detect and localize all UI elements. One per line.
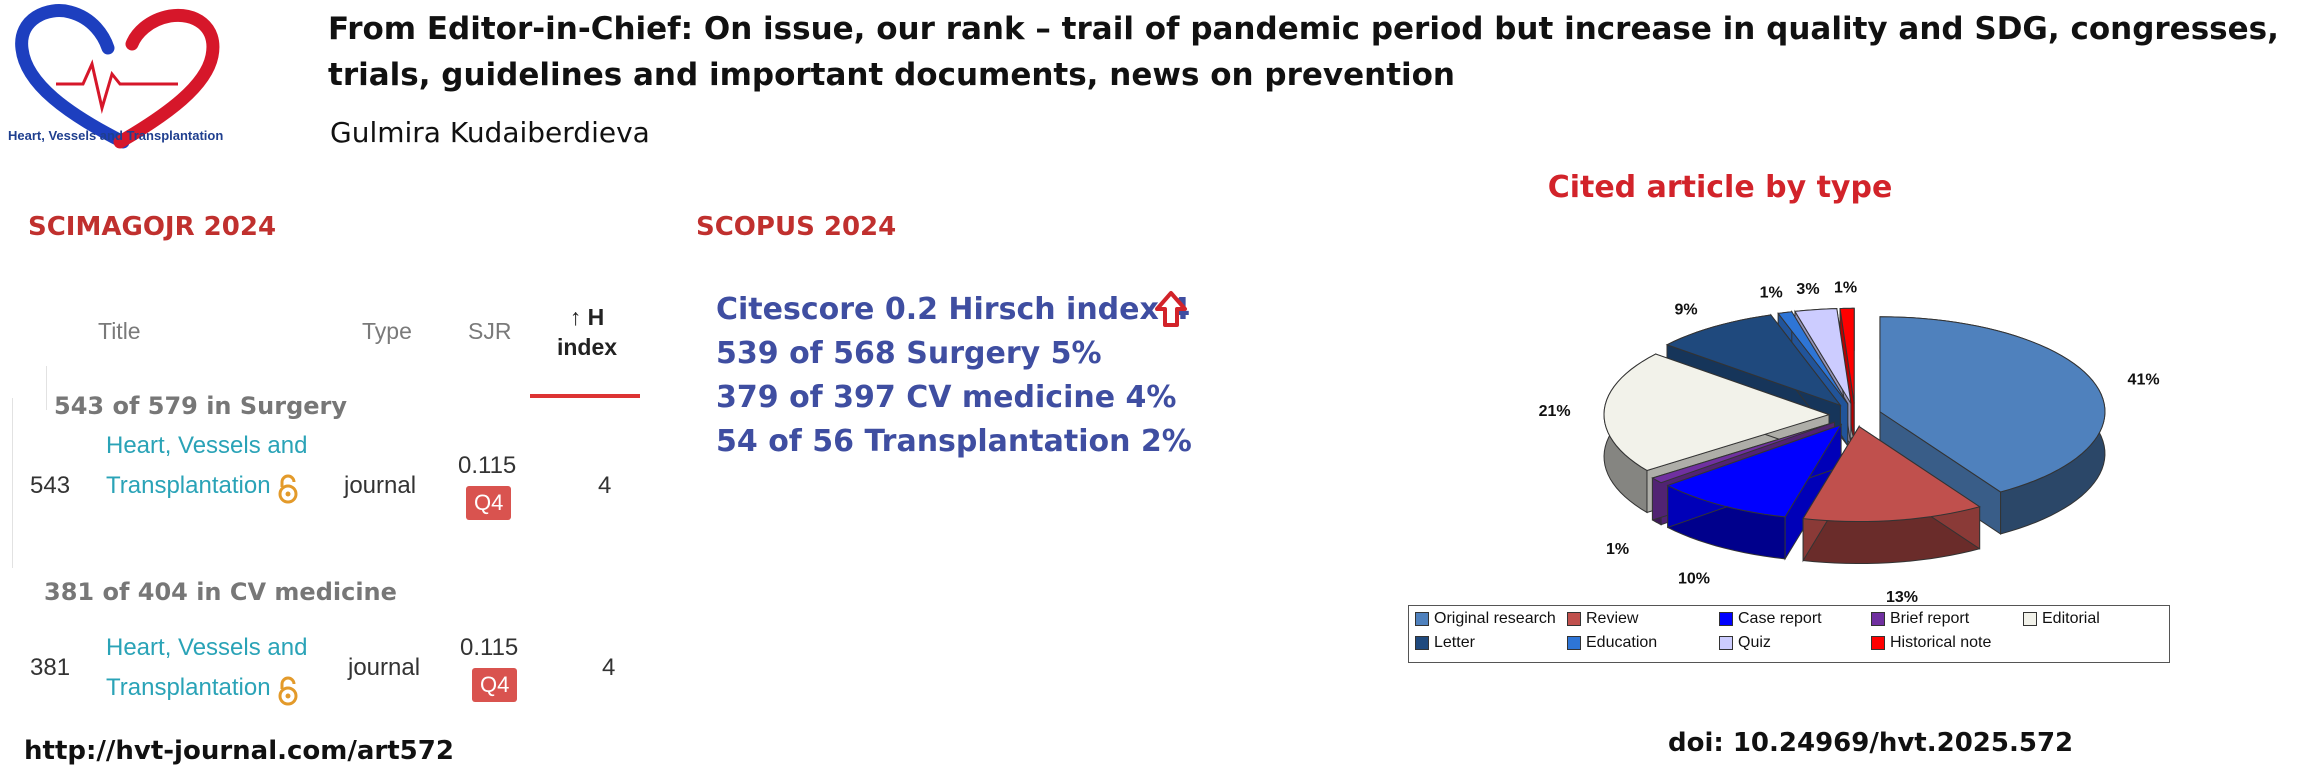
legend-label: Historical note [1890, 634, 1992, 651]
legend-item: Historical note [1871, 634, 1991, 652]
legend-swatch [1415, 612, 1429, 626]
open-access-lock-icon [278, 474, 298, 503]
legend-label: Quiz [1738, 634, 1771, 651]
legend-item: Education [1567, 634, 1657, 652]
slice-top [1879, 316, 2106, 493]
legend-swatch [2023, 612, 2037, 626]
slice-percent-label: 1% [1606, 541, 1629, 558]
slice-top [1603, 353, 1831, 472]
col-header-sjr[interactable]: SJR [468, 318, 512, 344]
slice-percent-label: 10% [1678, 571, 1710, 588]
scopus-line: 539 of 568 Surgery 5% [716, 336, 1102, 371]
slice-percent-label: 21% [1539, 403, 1571, 420]
legend-swatch [1719, 636, 1733, 650]
quartile-badge: Q4 [472, 668, 518, 702]
scopus-line: Citescore 0.2 Hirsch index 4 [716, 292, 1191, 327]
h-index-cell: 4 [598, 472, 612, 499]
chart-title: Cited article by type [1547, 170, 1893, 205]
open-access-lock-icon [278, 676, 298, 705]
slice-top [1665, 314, 1842, 407]
sort-indicator-bar [530, 394, 640, 398]
logo-caption: Heart, Vessels and Transplantation [8, 128, 224, 143]
col-header-title[interactable]: Title [98, 318, 141, 344]
slice-top [1839, 307, 1855, 404]
legend-swatch [1567, 612, 1581, 626]
slice-percent-label: 1% [1834, 279, 1857, 296]
up-arrow-outline-icon [1155, 291, 1187, 327]
quartile-badge: Q4 [466, 486, 512, 520]
author-name: Gulmira Kudaiberdieva [330, 116, 650, 149]
journal-logo-heart-icon [15, 4, 220, 149]
pie-chart: 41% 13% 10% 1% 21% 9% 1% 3% 1% [1539, 279, 2160, 606]
legend-item: Letter [1415, 634, 1475, 652]
legend-swatch [1415, 636, 1429, 650]
type-cell: journal [344, 472, 417, 499]
legend-item: Brief report [1871, 610, 1969, 628]
legend-label: Letter [1434, 634, 1475, 651]
scimago-heading: SCIMAGOJR 2024 [28, 212, 277, 242]
legend-item: Review [1567, 610, 1638, 628]
rank-cell: 543 [30, 472, 71, 499]
pie-slice-case-report [1666, 423, 1843, 561]
col-header-h-index[interactable]: ↑ H index [546, 302, 628, 362]
legend-swatch [1719, 612, 1733, 626]
article-doi: doi: 10.24969/hvt.2025.572 [1668, 728, 2074, 758]
slice-percent-label: 9% [1675, 301, 1698, 318]
rank-cell: 381 [30, 654, 71, 681]
group-label-cv-medicine: 381 of 404 in CV medicine [44, 578, 397, 606]
legend-label: Education [1586, 634, 1658, 651]
table-row: Heart, Vessels and Transplantation [106, 426, 326, 506]
h-index-sort-label: ↑ H [569, 304, 605, 330]
legend-swatch [1871, 636, 1885, 650]
type-cell: journal [348, 654, 421, 681]
article-url[interactable]: http://hvt-journal.com/art572 [24, 736, 454, 766]
legend-label: Brief report [1890, 610, 1970, 627]
pie-slice-original-research [1879, 316, 2106, 535]
pie-slice-review [1802, 424, 1981, 565]
journal-link[interactable]: Heart, Vessels and Transplantation [106, 432, 308, 499]
slice-top [1777, 311, 1849, 405]
sjr-value: 0.115 [460, 634, 519, 661]
page-title: From Editor-in-Chief: On issue, our rank… [328, 11, 2279, 93]
legend-swatch [1567, 636, 1581, 650]
table-divider [46, 366, 47, 410]
sjr-value: 0.115 [458, 452, 517, 479]
scopus-line: 379 of 397 CV medicine 4% [716, 380, 1177, 415]
slice-percent-label: 3% [1796, 281, 1819, 298]
chart-legend: Original research Review Case report Brief … [1408, 605, 2170, 663]
legend-label: Case report [1738, 610, 1822, 627]
slice-top [1666, 423, 1843, 518]
slice-percent-label: 41% [2128, 371, 2160, 388]
legend-label: Editorial [2042, 610, 2100, 627]
col-header-type[interactable]: Type [362, 318, 412, 344]
journal-link[interactable]: Heart, Vessels and Transplantation [106, 634, 308, 701]
legend-item: Quiz [1719, 634, 1771, 652]
slice-top [1651, 421, 1835, 484]
legend-item: Original research [1415, 610, 1556, 628]
slice-percent-label: 1% [1760, 284, 1783, 301]
legend-item: Case report [1719, 610, 1822, 628]
h-index-label: index [556, 334, 618, 360]
legend-item: Editorial [2023, 610, 2100, 628]
slice-top [1802, 425, 1981, 523]
slice-top [1794, 308, 1852, 404]
h-index-cell: 4 [602, 654, 616, 681]
scopus-line: 54 of 56 Transplantation 2% [716, 424, 1192, 459]
scopus-metrics: Citescore 0.2 Hirsch index 4 539 of 568 … [716, 288, 1192, 464]
group-label-surgery: 543 of 579 in Surgery [54, 392, 348, 420]
scopus-heading: SCOPUS 2024 [696, 212, 897, 242]
slice-percent-label: 13% [1886, 589, 1918, 606]
legend-label: Original research [1434, 610, 1556, 627]
legend-label: Review [1586, 610, 1639, 627]
table-row: Heart, Vessels and Transplantation [106, 628, 336, 708]
legend-swatch [1871, 612, 1885, 626]
table-divider [12, 398, 13, 568]
